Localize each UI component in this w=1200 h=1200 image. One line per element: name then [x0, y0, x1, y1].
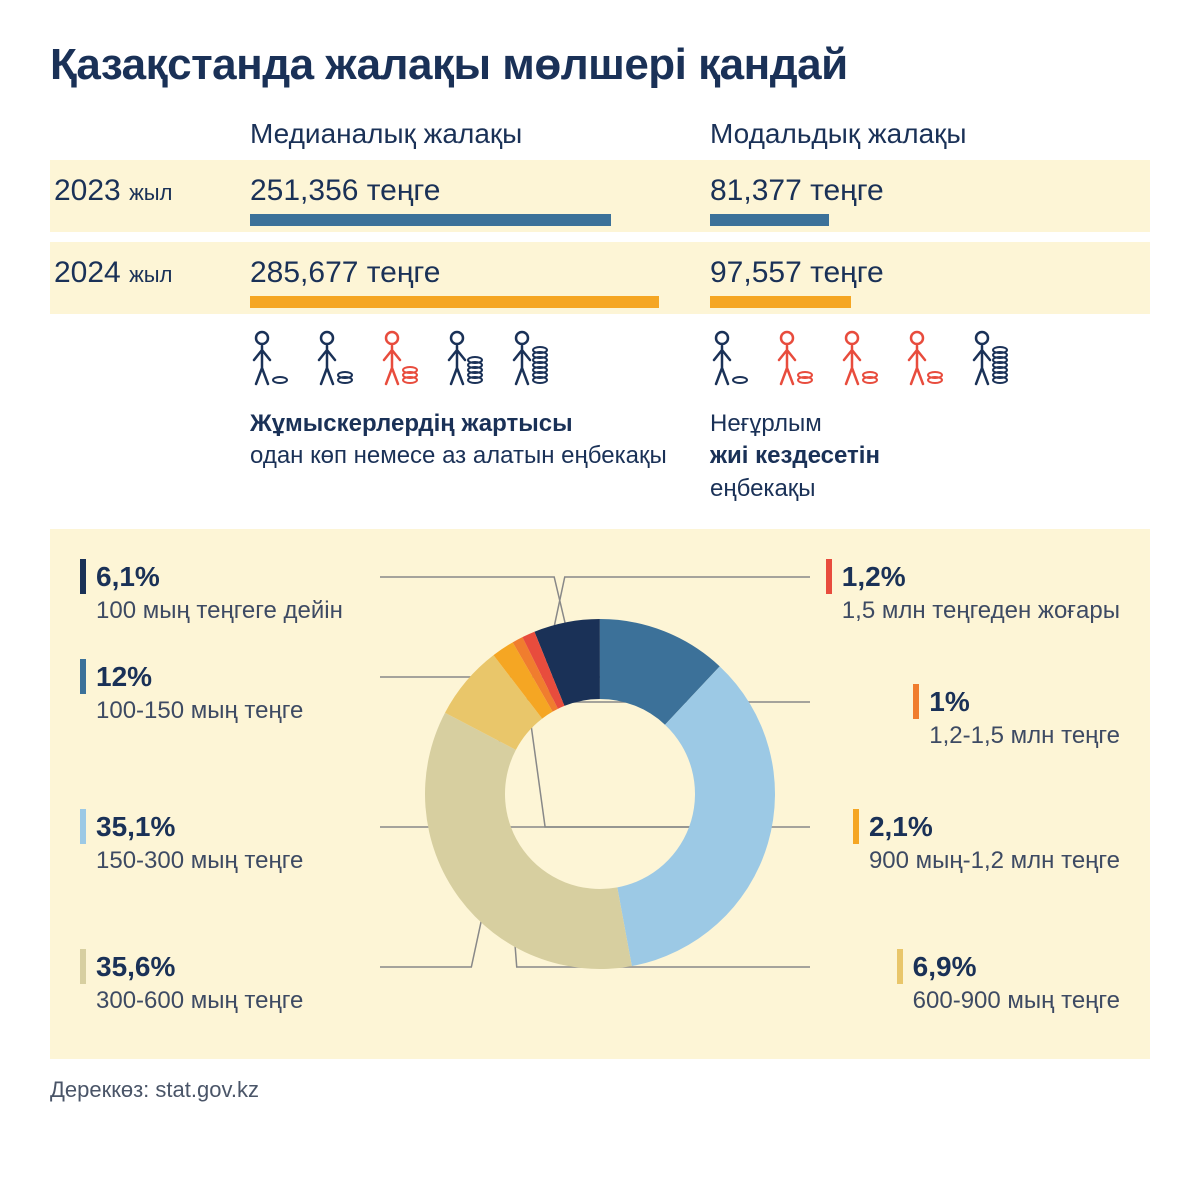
people-median-icons — [250, 330, 690, 390]
explanation-modal: Неғұрлым жиі кездесетін еңбекақы — [710, 408, 1150, 505]
salary-row: 2024 жыл 285,677 теңге 97,557 теңге — [50, 242, 1150, 314]
legend-item: 6,9%600-900 мың теңге — [897, 949, 1120, 1016]
modal-bar — [710, 296, 851, 308]
source-attribution: Дереккөз: stat.gov.kz — [50, 1077, 1150, 1103]
explanation-median: Жұмыскерлердің жартысы одан көп немесе а… — [250, 408, 690, 473]
legend-item: 1,2%1,5 млн теңгеден жоғары — [826, 559, 1120, 626]
person-icon — [445, 330, 490, 390]
legend-item: 12%100-150 мың теңге — [80, 659, 303, 726]
distribution-donut: 6,1%100 мың теңгеге дейін 12%100-150 мың … — [50, 529, 1150, 1059]
person-icon — [905, 330, 950, 390]
donut-chart — [425, 619, 775, 969]
modal-value: 81,377 теңге — [710, 174, 1150, 208]
person-icon — [710, 330, 755, 390]
salary-row: 2023 жыл 251,356 теңге 81,377 теңге — [50, 160, 1150, 232]
legend-item: 35,6%300-600 мың теңге — [80, 949, 303, 1016]
legend-item: 1%1,2-1,5 млн теңге — [913, 684, 1120, 751]
legend-item: 6,1%100 мың теңгеге дейін — [80, 559, 343, 626]
median-value: 285,677 теңге — [250, 256, 690, 290]
people-modal-icons — [710, 330, 1150, 390]
page-title: Қазақстанда жалақы мөлшері қандай — [50, 40, 1150, 90]
legend-item: 35,1%150-300 мың теңге — [80, 809, 303, 876]
year-label: 2023 жыл — [50, 174, 230, 208]
legend-item: 2,1%900 мың-1,2 млн теңге — [853, 809, 1120, 876]
person-icon — [380, 330, 425, 390]
year-label: 2024 жыл — [50, 256, 230, 290]
median-bar — [250, 296, 659, 308]
column-header-median: Медианалық жалақы — [250, 118, 690, 150]
column-header-modal: Модальдық жалақы — [710, 118, 1150, 150]
person-icon — [250, 330, 295, 390]
person-icon — [775, 330, 820, 390]
modal-bar — [710, 214, 829, 226]
person-icon — [970, 330, 1015, 390]
person-icon — [315, 330, 360, 390]
donut-slice — [617, 667, 775, 967]
salary-comparison: Медианалық жалақы Модальдық жалақы 2023 … — [50, 118, 1150, 505]
person-icon — [510, 330, 555, 390]
modal-value: 97,557 теңге — [710, 256, 1150, 290]
median-value: 251,356 теңге — [250, 174, 690, 208]
person-icon — [840, 330, 885, 390]
median-bar — [250, 214, 611, 226]
donut-slice — [425, 713, 632, 969]
